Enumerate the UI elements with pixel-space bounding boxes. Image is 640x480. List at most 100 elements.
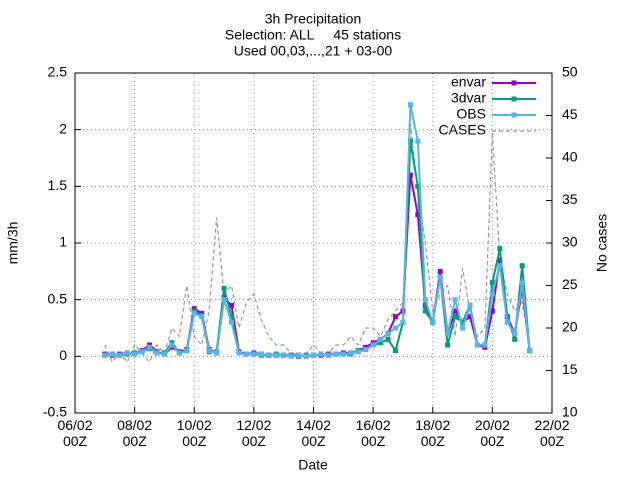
- data-point: [147, 344, 153, 350]
- legend-marker: [511, 80, 517, 86]
- data-point: [370, 342, 376, 348]
- data-point: [407, 102, 413, 108]
- data-point: [489, 308, 495, 314]
- data-point: [512, 331, 518, 337]
- data-point: [430, 319, 436, 325]
- data-point: [139, 349, 145, 355]
- legend-label: OBS: [456, 106, 486, 122]
- series-line: [104, 123, 531, 364]
- y2-tick-label: 30: [562, 234, 578, 250]
- x-tick-label: 16/02 00Z: [355, 417, 391, 449]
- data-point: [445, 331, 451, 337]
- data-point: [102, 352, 108, 358]
- chart-subtitle: Selection: ALL 45 stations: [225, 27, 401, 43]
- data-point: [385, 336, 391, 342]
- data-point: [176, 350, 182, 356]
- y2-tick-label: 50: [562, 64, 578, 80]
- legend-marker: [511, 112, 517, 118]
- y2-tick-label: 25: [562, 276, 578, 292]
- legend-label: 3dvar: [451, 90, 486, 106]
- data-point: [117, 352, 123, 358]
- data-point: [303, 353, 309, 359]
- data-point: [452, 308, 458, 314]
- data-point: [340, 351, 346, 357]
- data-point: [422, 308, 428, 314]
- data-point: [191, 310, 197, 316]
- data-point: [415, 183, 421, 189]
- y-tick-label: 0: [59, 347, 67, 363]
- data-point: [467, 302, 473, 308]
- data-point: [407, 138, 413, 144]
- data-point: [281, 352, 287, 358]
- y-axis-label: mm/3h: [5, 222, 21, 265]
- data-point: [273, 352, 279, 358]
- data-point: [460, 325, 466, 331]
- data-point: [251, 351, 257, 357]
- data-point: [489, 291, 495, 297]
- data-point: [229, 302, 235, 308]
- y2-tick-label: 10: [562, 404, 578, 420]
- data-point: [318, 351, 324, 357]
- legend-label: CASES: [439, 122, 486, 138]
- y-tick-label: 1.5: [48, 177, 68, 193]
- data-point: [378, 340, 384, 346]
- data-point: [497, 263, 503, 269]
- data-point: [392, 314, 398, 320]
- data-point: [467, 314, 473, 320]
- data-point: [482, 342, 488, 348]
- data-point: [311, 352, 316, 358]
- x-tick-label: 18/02 00Z: [415, 417, 451, 449]
- data-point: [400, 319, 406, 325]
- data-point: [415, 138, 421, 144]
- y-tick-label: 2: [59, 120, 67, 136]
- data-point: [214, 350, 220, 356]
- data-point: [199, 314, 205, 320]
- data-point: [452, 314, 458, 320]
- data-point: [169, 342, 175, 348]
- data-point: [445, 342, 451, 348]
- data-point: [422, 297, 428, 303]
- data-point: [385, 331, 391, 337]
- data-point: [497, 246, 503, 252]
- legend-marker: [511, 96, 517, 102]
- y2-axis-label: No cases: [594, 214, 610, 272]
- data-point: [512, 336, 518, 342]
- data-point: [392, 348, 398, 354]
- data-point: [288, 353, 294, 359]
- y2-tick-label: 45: [562, 106, 578, 122]
- x-tick-label: 22/02 00Z: [534, 417, 570, 449]
- series-line: [104, 174, 531, 358]
- data-point: [333, 351, 339, 357]
- data-point: [325, 352, 331, 358]
- y-tick-label: 0.5: [48, 290, 68, 306]
- data-point: [206, 348, 212, 354]
- chart-title: 3h Precipitation: [265, 11, 362, 27]
- data-point: [415, 212, 421, 218]
- series-line: [104, 140, 531, 358]
- x-tick-label: 20/02 00Z: [474, 417, 510, 449]
- data-point: [132, 351, 138, 357]
- data-point: [460, 319, 466, 325]
- data-point: [519, 263, 525, 269]
- data-point: [437, 268, 443, 274]
- data-point: [266, 352, 272, 358]
- y-tick-label: 1: [59, 234, 67, 250]
- data-point: [378, 336, 384, 342]
- y2-tick-label: 20: [562, 319, 578, 335]
- data-point: [236, 350, 242, 356]
- data-point: [229, 319, 235, 325]
- data-point: [161, 351, 167, 357]
- data-point: [474, 342, 480, 348]
- chart-subtitle: Used 00,03,...,21 + 03-00: [234, 43, 393, 59]
- data-point: [437, 274, 443, 280]
- x-tick-label: 08/02 00Z: [117, 417, 153, 449]
- data-point: [355, 349, 361, 355]
- y2-tick-label: 15: [562, 361, 578, 377]
- y2-tick-label: 40: [562, 149, 578, 165]
- x-tick-label: 06/02 00Z: [57, 417, 93, 449]
- data-point: [221, 297, 227, 303]
- data-point: [363, 347, 369, 353]
- data-point: [154, 350, 160, 356]
